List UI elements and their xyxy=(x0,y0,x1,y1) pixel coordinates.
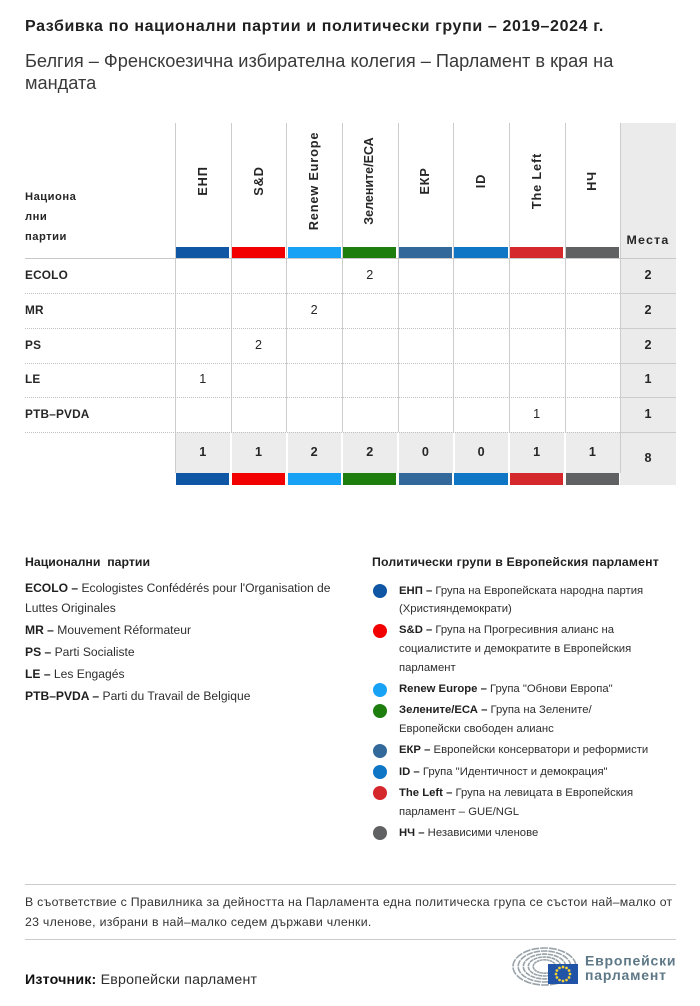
svg-text:Европейски: Европейски xyxy=(585,953,676,969)
svg-text:парламент: парламент xyxy=(585,967,667,983)
